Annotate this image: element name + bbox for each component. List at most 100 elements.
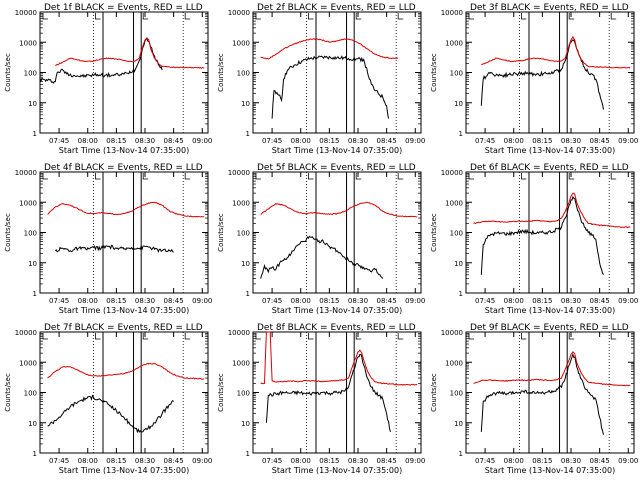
y-tick-label: 100 [24, 230, 37, 238]
x-tick-label: 08:15 [106, 297, 126, 305]
lld-series-line [260, 201, 418, 218]
x-tick-label: 09:00 [192, 457, 212, 465]
segment-bracket-left [255, 333, 261, 340]
x-tick-label: 09:00 [192, 137, 212, 145]
x-tick-label: 08:45 [377, 297, 397, 305]
segment-bracket-right [184, 173, 191, 180]
y-tick-label: 100 [237, 390, 250, 398]
y-tick-label: 10 [454, 260, 463, 268]
y-tick-label: 1000 [232, 199, 250, 207]
x-tick-label: 07:45 [49, 457, 69, 465]
x-axis-label: Start Time (13-Nov-14 07:35:00) [59, 466, 189, 475]
x-tick-label: 09:00 [405, 137, 425, 145]
segment-bracket-mid [142, 333, 149, 340]
x-tick-label: 08:15 [532, 457, 552, 465]
segment-bracket-left [42, 13, 48, 20]
lld-series-line [260, 331, 418, 386]
x-tick-label: 08:45 [164, 137, 184, 145]
y-axis-label: Counts/sec [217, 53, 225, 92]
x-tick-label: 08:15 [532, 137, 552, 145]
x-tick-label: 08:00 [504, 297, 524, 305]
y-axis-label: Counts/sec [430, 213, 438, 252]
y-tick-label: 10 [241, 100, 250, 108]
segment-bracket-mid [568, 173, 575, 180]
y-tick-label: 100 [24, 390, 37, 398]
x-tick-label: 08:45 [590, 457, 610, 465]
y-tick-label: 10000 [441, 169, 463, 177]
x-tick-label: 09:00 [405, 457, 425, 465]
y-tick-label: 1 [246, 290, 250, 298]
events-series-line [480, 195, 604, 276]
x-tick-label: 08:15 [319, 297, 339, 305]
y-tick-label: 100 [450, 390, 463, 398]
segment-bracket-mid [95, 333, 101, 340]
y-axis-label: Counts/sec [430, 53, 438, 92]
lld-series-line [55, 36, 205, 69]
x-tick-label: 09:00 [618, 297, 638, 305]
y-axis-label: Counts/sec [430, 373, 438, 412]
chart-panel: Det 2f BLACK = Events, RED = LLD Counts/s… [217, 3, 425, 155]
y-tick-label: 1000 [19, 39, 37, 47]
y-tick-label: 1000 [19, 359, 37, 367]
chart-panel: Det 7f BLACK = Events, RED = LLD Counts/s… [4, 323, 212, 475]
x-tick-label: 08:30 [135, 137, 155, 145]
segment-bracket-mid [308, 333, 314, 340]
x-tick-label: 08:00 [291, 297, 311, 305]
segment-bracket-left [255, 173, 261, 180]
x-axis-label: Start Time (13-Nov-14 07:35:00) [485, 466, 615, 475]
y-tick-label: 10000 [441, 9, 463, 17]
chart-panel: Det 3f BLACK = Events, RED = LLD Counts/s… [430, 3, 638, 155]
x-tick-label: 08:30 [348, 137, 368, 145]
chart-panel: Det 1f BLACK = Events, RED = LLD Counts/s… [4, 3, 212, 155]
lld-series-line [481, 35, 631, 69]
y-tick-label: 1000 [232, 39, 250, 47]
segment-bracket-mid [95, 173, 101, 180]
segment-bracket-right [610, 173, 617, 180]
x-tick-label: 08:00 [78, 137, 98, 145]
x-tick-label: 08:15 [532, 297, 552, 305]
x-tick-label: 08:45 [377, 137, 397, 145]
segment-bracket-right [184, 13, 191, 20]
segment-bracket-mid [355, 173, 362, 180]
y-axis-label: Counts/sec [4, 53, 12, 92]
y-tick-label: 100 [24, 70, 37, 78]
y-tick-label: 1 [33, 290, 37, 298]
x-tick-label: 07:45 [475, 137, 495, 145]
x-tick-label: 08:00 [78, 457, 98, 465]
lld-series-line [473, 351, 631, 387]
chart-panel: Det 8f BLACK = Events, RED = LLD Counts/s… [217, 323, 425, 475]
x-tick-label: 08:30 [561, 457, 581, 465]
x-tick-label: 07:45 [49, 137, 69, 145]
segment-bracket-left [255, 13, 261, 20]
segment-bracket-right [397, 13, 404, 20]
x-tick-label: 08:45 [164, 297, 184, 305]
events-series-line [260, 235, 384, 279]
y-axis-label: Counts/sec [217, 373, 225, 412]
chart-panel: Det 5f BLACK = Events, RED = LLD Counts/s… [217, 163, 425, 315]
events-series-line [54, 244, 174, 253]
segment-bracket-mid [95, 13, 101, 20]
y-tick-label: 1 [459, 130, 463, 138]
y-tick-label: 100 [450, 70, 463, 78]
chart-title: Det 2f BLACK = Events, RED = LLD [257, 3, 416, 13]
events-series-line [480, 352, 604, 435]
x-tick-label: 07:45 [262, 457, 282, 465]
y-tick-label: 1000 [445, 359, 463, 367]
events-series-line [47, 394, 174, 434]
segment-bracket-mid [355, 333, 362, 340]
y-tick-label: 1000 [445, 199, 463, 207]
y-tick-label: 10000 [441, 329, 463, 337]
y-tick-label: 1 [246, 450, 250, 458]
segment-bracket-mid [142, 13, 149, 20]
chart-panel: Det 9f BLACK = Events, RED = LLD Counts/s… [430, 323, 638, 475]
y-tick-label: 10000 [15, 9, 37, 17]
y-tick-label: 10 [241, 260, 250, 268]
x-tick-label: 08:00 [504, 457, 524, 465]
y-tick-label: 10 [241, 420, 250, 428]
y-axis-label: Counts/sec [4, 373, 12, 412]
segment-bracket-right [610, 333, 617, 340]
x-axis-label: Start Time (13-Nov-14 07:35:00) [272, 466, 402, 475]
x-tick-label: 08:30 [135, 297, 155, 305]
x-tick-label: 09:00 [618, 137, 638, 145]
